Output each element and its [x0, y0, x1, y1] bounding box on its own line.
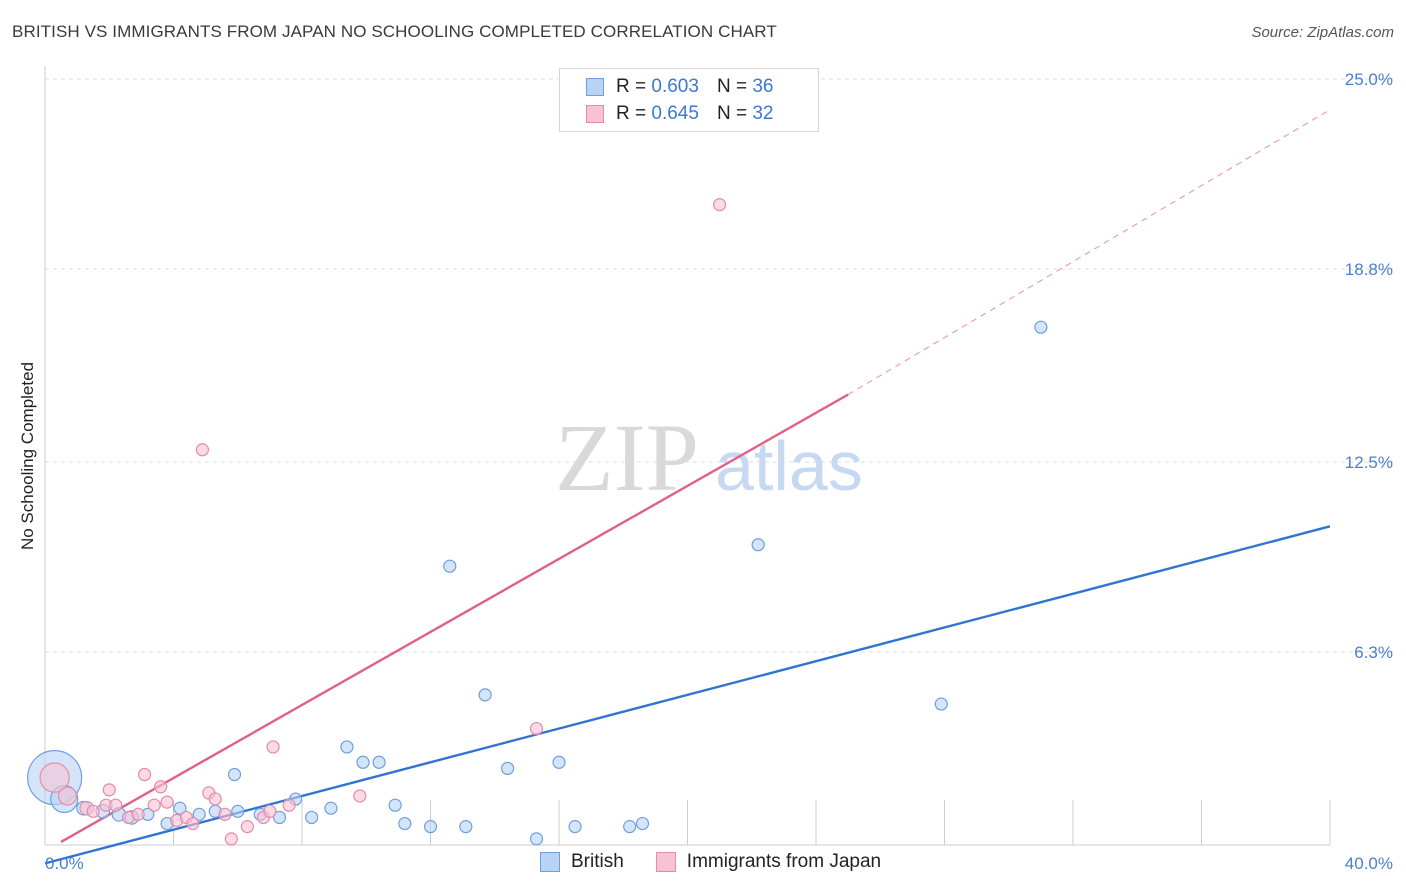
point-japan: [240, 820, 254, 834]
point-british: [529, 832, 544, 846]
point-japan: [195, 443, 210, 457]
bottom-legend: British Immigrants from Japan: [540, 851, 913, 873]
watermark-atlas: atlas: [715, 427, 863, 505]
source-label: Source: ZipAtlas.com: [1251, 24, 1394, 41]
trend-extension-japan: [847, 109, 1331, 396]
point-japan: [529, 721, 544, 736]
grid-lines: [45, 78, 1395, 653]
legend: R = 0.603 N = 36 R = 0.645 N = 32: [559, 68, 819, 132]
point-british: [398, 816, 412, 831]
y-tick-label: 25.0%: [1345, 70, 1393, 89]
y-tick-label: 18.8%: [1345, 260, 1393, 279]
legend-n-label: N =: [716, 103, 748, 124]
point-japan: [353, 789, 367, 803]
point-british: [340, 740, 354, 754]
tick-labels: 6.3% 12.5% 18.8% 25.0% 0.0% 40.0%: [45, 70, 1393, 873]
point-british: [501, 761, 515, 776]
point-british: [568, 820, 582, 834]
trend-lines: [44, 109, 1331, 865]
x-tick-label-min: 0.0%: [45, 854, 84, 873]
x-tick-label-max: 40.0%: [1345, 854, 1393, 873]
point-british: [173, 801, 187, 815]
chart-title: BRITISH VS IMMIGRANTS FROM JAPAN NO SCHO…: [12, 22, 777, 41]
point-british: [1034, 320, 1048, 334]
point-british: [356, 755, 370, 769]
point-british: [478, 688, 492, 702]
legend-swatch-british: [586, 78, 604, 96]
point-british: [227, 767, 242, 782]
point-british: [272, 810, 287, 825]
legend-n-value-japan: 32: [752, 103, 774, 124]
legend-r-value-british: 0.603: [651, 76, 699, 97]
point-japan: [282, 798, 296, 812]
point-japan: [713, 198, 727, 212]
trend-line-british: [44, 525, 1331, 865]
point-japan: [102, 783, 116, 797]
point-japan: [160, 795, 174, 809]
point-british: [635, 816, 650, 831]
bottom-legend-british: British: [540, 851, 624, 873]
point-japan: [224, 832, 238, 846]
data-points: [27, 198, 1048, 846]
legend-r-label: R =: [616, 103, 647, 124]
legend-r-label: R =: [616, 76, 647, 97]
bottom-legend-label-british: British: [571, 851, 624, 872]
point-british: [192, 807, 206, 821]
point-british: [388, 798, 402, 812]
point-japan: [137, 767, 152, 782]
point-british: [623, 820, 637, 834]
legend-row-japan: R = 0.645 N = 32: [586, 101, 773, 127]
point-japan: [147, 798, 161, 812]
y-tick-label: 6.3%: [1354, 643, 1393, 662]
legend-r-value-japan: 0.645: [651, 103, 699, 124]
watermark-zip: ZIP: [555, 404, 699, 511]
trend-line-japan: [60, 393, 849, 843]
point-british: [231, 804, 245, 818]
point-japan: [218, 807, 232, 821]
bottom-legend-japan: Immigrants from Japan: [655, 851, 882, 873]
point-japan: [109, 798, 123, 812]
point-british: [305, 810, 319, 825]
bottom-legend-swatch-british: [540, 852, 560, 872]
point-british: [443, 559, 457, 573]
legend-swatch-japan: [586, 105, 604, 123]
point-japan: [39, 762, 70, 793]
point-british: [934, 697, 948, 711]
bottom-legend-label-japan: Immigrants from Japan: [686, 851, 882, 872]
point-japan: [57, 786, 78, 806]
legend-row-british: R = 0.603 N = 36: [586, 74, 773, 100]
legend-n-label: N =: [716, 76, 748, 97]
bottom-legend-swatch-japan: [655, 852, 676, 872]
point-japan: [266, 740, 280, 754]
point-japan: [208, 792, 222, 806]
point-japan: [186, 816, 200, 831]
point-japan: [154, 780, 168, 794]
point-british: [372, 755, 386, 769]
point-british: [751, 538, 765, 552]
point-japan: [263, 804, 277, 818]
point-british: [324, 801, 338, 815]
watermark: ZIP atlas: [555, 404, 863, 511]
point-japan: [131, 807, 145, 821]
point-british: [552, 755, 566, 769]
axes: [44, 66, 1331, 846]
y-tick-label: 12.5%: [1345, 453, 1393, 472]
point-british: [459, 820, 473, 834]
point-japan: [86, 804, 100, 818]
legend-n-value-british: 36: [752, 76, 774, 97]
point-british: [423, 820, 438, 834]
